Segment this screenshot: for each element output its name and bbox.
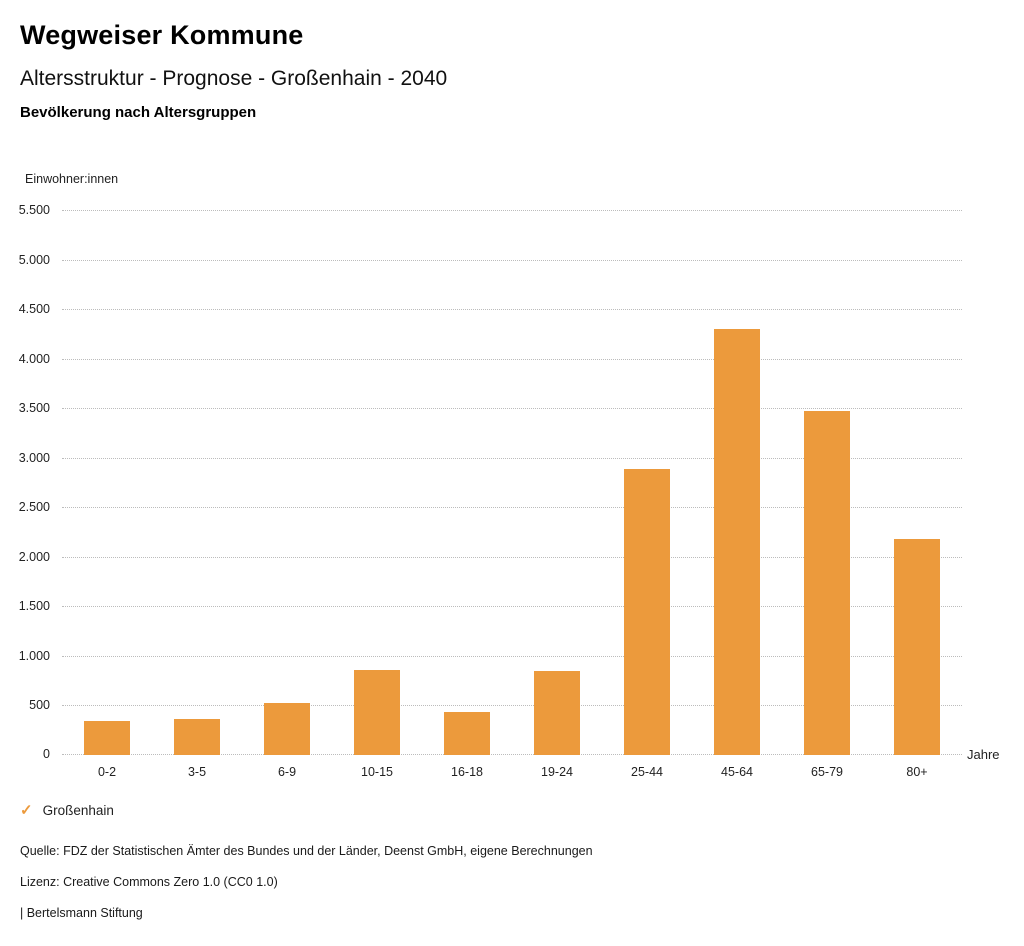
x-tick-label: 10-15: [361, 765, 393, 779]
gridline: [62, 358, 962, 360]
legend-label: Großenhain: [42, 803, 114, 818]
x-axis-unit-label: Jahre: [967, 747, 1000, 762]
gridline: [62, 408, 962, 410]
y-tick-label: 5.000: [18, 252, 50, 267]
y-tick-label: 3.000: [18, 450, 50, 465]
check-icon: ✓: [20, 802, 33, 819]
y-tick-label: 500: [29, 698, 50, 713]
bar-65-79[interactable]: [804, 411, 850, 755]
bar-0-2[interactable]: [84, 721, 130, 755]
y-tick-label: 0: [43, 747, 50, 761]
gridline: [62, 507, 962, 509]
x-tick-label: 6-9: [277, 765, 297, 779]
gridline: [62, 655, 962, 657]
x-tick-label: 25-44: [631, 765, 663, 779]
y-tick-label: 4.500: [18, 302, 50, 317]
license-text: Lizenz: Creative Commons Zero 1.0 (CC0 1…: [20, 875, 278, 889]
gridline: [62, 556, 962, 558]
x-tick-label: 65-79: [811, 765, 843, 779]
source-text: Quelle: FDZ der Statistischen Ämter des …: [20, 844, 593, 858]
y-tick-label: 1.000: [18, 648, 50, 663]
plot-area: Jahre 0 500 1.000 1.500 2.000 2.500 3.000 3.500…: [19, 203, 1000, 779]
y-tick-label: 5.500: [18, 203, 50, 217]
y-tick-label: 1.500: [18, 599, 50, 614]
bar-45-64[interactable]: [714, 328, 760, 755]
y-axis-unit-label: Einwohner:innen: [25, 172, 119, 186]
bar-80+[interactable]: [894, 538, 940, 755]
chart-subtitle: Bevölkerung nach Altersgruppen: [20, 104, 257, 121]
x-tick-label: 0-2: [97, 765, 117, 779]
bar-16-18[interactable]: [444, 711, 490, 755]
bar-19-24[interactable]: [534, 670, 580, 755]
gridline: [62, 754, 962, 755]
x-tick-label: 19-24: [541, 765, 573, 779]
x-tick-label: 16-18: [451, 765, 483, 779]
bar-6-9[interactable]: [264, 703, 310, 755]
y-tick-label: 4.000: [18, 351, 50, 366]
bar-25-44[interactable]: [624, 468, 670, 755]
bar-3-5[interactable]: [174, 719, 220, 755]
legend-item-grossenhain[interactable]: ✓ Großenhain: [20, 803, 114, 818]
gridline: [62, 457, 962, 459]
gridline: [62, 606, 962, 608]
gridline: [62, 210, 962, 211]
gridline: [62, 705, 962, 707]
gridline: [62, 259, 962, 261]
app-title: Wegweiser Kommune: [20, 20, 304, 50]
x-tick-label: 3-5: [187, 765, 207, 779]
y-tick-label: 2.500: [18, 500, 50, 515]
publisher-text: | Bertelsmann Stiftung: [20, 906, 143, 920]
bar-10-15[interactable]: [354, 669, 400, 755]
y-tick-label: 3.500: [18, 401, 50, 416]
y-tick-label: 2.000: [18, 549, 50, 564]
x-tick-label: 45-64: [721, 765, 753, 779]
chart-title: Altersstruktur - Prognose - Großenhain -…: [20, 67, 448, 90]
gridline: [62, 309, 962, 311]
x-tick-label: 80+: [906, 765, 928, 779]
